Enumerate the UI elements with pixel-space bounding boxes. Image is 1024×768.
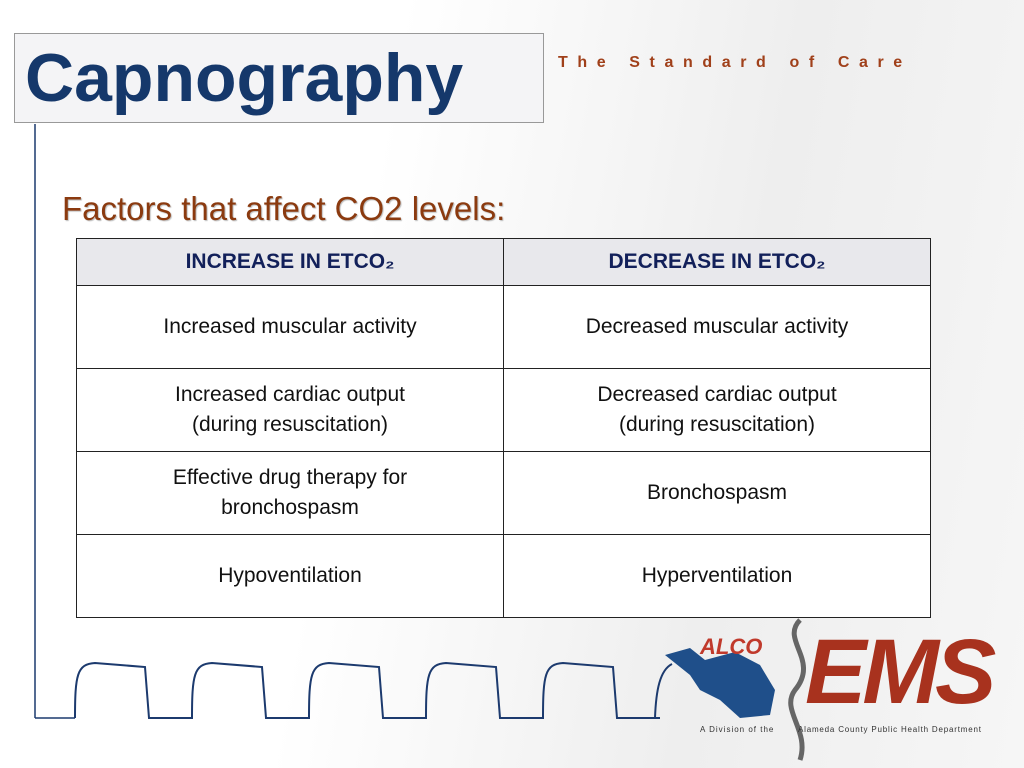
table-cell: Hypoventilation [76, 534, 504, 618]
table-cell: Decreased muscular activity [503, 285, 931, 369]
logo-division: A Division of the [700, 725, 775, 734]
tagline: The Standard of Care [558, 54, 912, 71]
table-cell: Effective drug therapy for bronchospasm [76, 451, 504, 535]
table-cell: Increased muscular activity [76, 285, 504, 369]
table-cell: Decreased cardiac output (during resusci… [503, 368, 931, 452]
header-cell: INCREASE IN ETCO₂ [76, 238, 504, 286]
county-shape [665, 648, 775, 718]
staff [788, 618, 806, 761]
title: Capnography [14, 33, 544, 123]
table-cell: Increased cardiac output (during resusci… [76, 368, 504, 452]
subtitle: Factors that affect CO2 levels: [62, 190, 506, 227]
capnography-wave [74, 661, 673, 719]
header-cell: DECREASE IN ETCO₂ [503, 238, 931, 286]
table-cell: Hyperventilation [503, 534, 931, 618]
logo-alco: ALCO [700, 634, 763, 659]
factors-table: INCREASE IN ETCO₂ DECREASE IN ETCO₂ Incr… [76, 238, 931, 618]
header-row: INCREASE IN ETCO₂ DECREASE IN ETCO₂ [76, 238, 931, 286]
table-row: Effective drug therapy for bronchospasm B… [76, 451, 931, 535]
table-row: Increased cardiac output (during resusci… [76, 368, 931, 452]
table-row: Hypoventilation Hyperventilation [76, 534, 931, 618]
table-cell: Bronchospasm [503, 451, 931, 535]
logo-department: Alameda County Public Health Department [798, 725, 982, 734]
logo-ems: EMS [805, 621, 996, 723]
table-row: Increased muscular activity Decreased mus… [76, 285, 931, 369]
